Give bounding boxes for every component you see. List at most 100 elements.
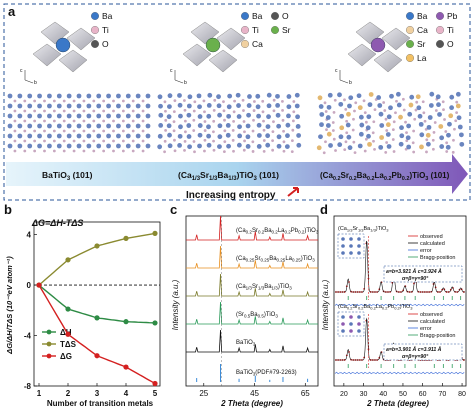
lattice-atom: [86, 123, 92, 129]
lattice-o: [332, 110, 336, 114]
lattice-o: [431, 147, 435, 151]
panel-c: c 25 45 65 (Ca0.2Sr0.2Ba0.2La0.2Pb0.2)TiO3 (…: [170, 202, 319, 408]
lattice-atom: [286, 94, 292, 99]
structure-1: Ba Ti Ca O Sr c b: [157, 11, 302, 154]
lattice-o: [395, 99, 398, 103]
lattice-atom: [27, 103, 33, 109]
lattice-atom: [347, 145, 353, 151]
d-plot-frame: [333, 215, 467, 387]
lattice-o: [202, 99, 206, 103]
lattice-o: [252, 118, 255, 122]
lattice-atom: [96, 143, 102, 149]
lattice-o: [232, 149, 235, 153]
d-lattice-2: α=β=γ=90°: [402, 276, 429, 282]
d-inset-atom: [357, 315, 361, 319]
lattice-atom: [7, 143, 13, 149]
lattice-atom: [66, 103, 72, 109]
crystal-structures: Ba Ti Oc b Ba Ti Ca O Sr c b Ba Ca Sr La Pb Ti Oc b: [7, 11, 465, 155]
d-lattice-1: a=b=3.901 Å c=3.911 Å: [386, 346, 442, 353]
a-site-atom: [55, 37, 71, 53]
lattice-o: [33, 109, 37, 113]
b-ytick-label: -8: [24, 382, 32, 391]
axis-b: [174, 79, 184, 84]
lattice-o: [353, 109, 356, 113]
lattice-o: [43, 99, 46, 103]
octahedron: [373, 49, 403, 73]
lattice-atom: [385, 122, 391, 128]
lattice-atom: [47, 103, 52, 109]
lattice-atom: [27, 133, 33, 139]
lattice-o: [141, 119, 145, 123]
lattice-atom: [415, 94, 421, 100]
d-lattice-box: [383, 343, 463, 361]
lattice-o: [102, 109, 106, 113]
d-inset-atom: [349, 251, 353, 255]
d-xtick-label: 70: [438, 391, 446, 398]
lattice-o: [72, 139, 76, 143]
b-ylabel: ΔG/ΔH/TΔS (10⁻³eV atom⁻¹): [5, 256, 14, 355]
lattice-atom: [379, 135, 385, 140]
legend-dot: [436, 40, 444, 48]
lattice-atom: [317, 95, 323, 101]
lattice-atom: [266, 92, 272, 98]
lattice-atom: [399, 133, 405, 139]
legend-dot: [241, 12, 249, 20]
lattice-o: [193, 100, 197, 104]
lattice-atom: [437, 112, 442, 117]
lattice-o: [203, 120, 207, 123]
lattice-atom: [47, 93, 52, 99]
lattice-atom: [319, 112, 325, 117]
lattice-o: [324, 140, 327, 144]
lattice-o: [184, 130, 187, 134]
d-inset-atom: [341, 251, 345, 255]
lattice-o: [112, 99, 115, 103]
lattice-atom: [247, 94, 252, 99]
lattice-o: [102, 129, 106, 133]
lattice-atom: [265, 133, 271, 139]
lattice-atom: [116, 113, 121, 119]
lattice-atom: [7, 93, 13, 99]
lattice-atom: [135, 123, 141, 129]
b-xtick-label: 4: [124, 389, 129, 398]
panel-a: a Ba Ti Oc b Ba Ti Ca O Sr c b Ba Ca Sr La Pb Ti Oc b BaTi…: [3, 3, 471, 201]
lattice-o: [13, 119, 17, 123]
lattice-o: [425, 150, 428, 154]
lattice-o: [431, 138, 435, 142]
chart-d: 20 30 40 50 60 70 80 (Ca1/3Sr1/3Ba1/3)TiO3 obser…: [333, 215, 467, 398]
lattice-o: [334, 149, 337, 152]
lattice-atom: [409, 94, 415, 100]
lattice-atom: [296, 133, 302, 138]
lattice-atom: [256, 133, 262, 138]
lattice-o: [402, 108, 406, 112]
lattice-o: [62, 109, 66, 113]
lattice-atom: [86, 93, 92, 99]
lattice-o: [405, 139, 409, 143]
b-xtick-label: 5: [153, 389, 158, 398]
lattice-atom: [398, 114, 403, 120]
lattice-o: [33, 129, 37, 133]
d-inset-atom: [341, 244, 345, 248]
legend-label: Ba: [417, 11, 428, 21]
lattice-atom: [96, 93, 102, 99]
d-legend-label: Bragg-position: [420, 255, 455, 261]
lattice-o: [163, 150, 166, 154]
lattice-atom: [338, 101, 344, 107]
lattice-o: [23, 119, 27, 123]
c-xtick-label: 65: [301, 389, 310, 398]
lattice-o: [281, 118, 285, 122]
lattice-atom: [7, 123, 13, 129]
lattice-o: [43, 139, 46, 143]
lattice-atom: [245, 144, 251, 149]
lattice-o: [292, 110, 296, 114]
lattice-atom: [166, 123, 172, 129]
lattice-atom: [96, 113, 102, 119]
lattice-atom: [339, 125, 345, 131]
lattice-atom: [27, 93, 33, 99]
lattice-atom: [66, 93, 72, 99]
lattice-atom: [106, 113, 111, 119]
lattice-o: [92, 139, 96, 143]
lattice-o: [242, 148, 246, 152]
lattice-atom: [396, 102, 402, 108]
lattice-o: [112, 109, 115, 113]
lattice-atom: [348, 95, 354, 101]
